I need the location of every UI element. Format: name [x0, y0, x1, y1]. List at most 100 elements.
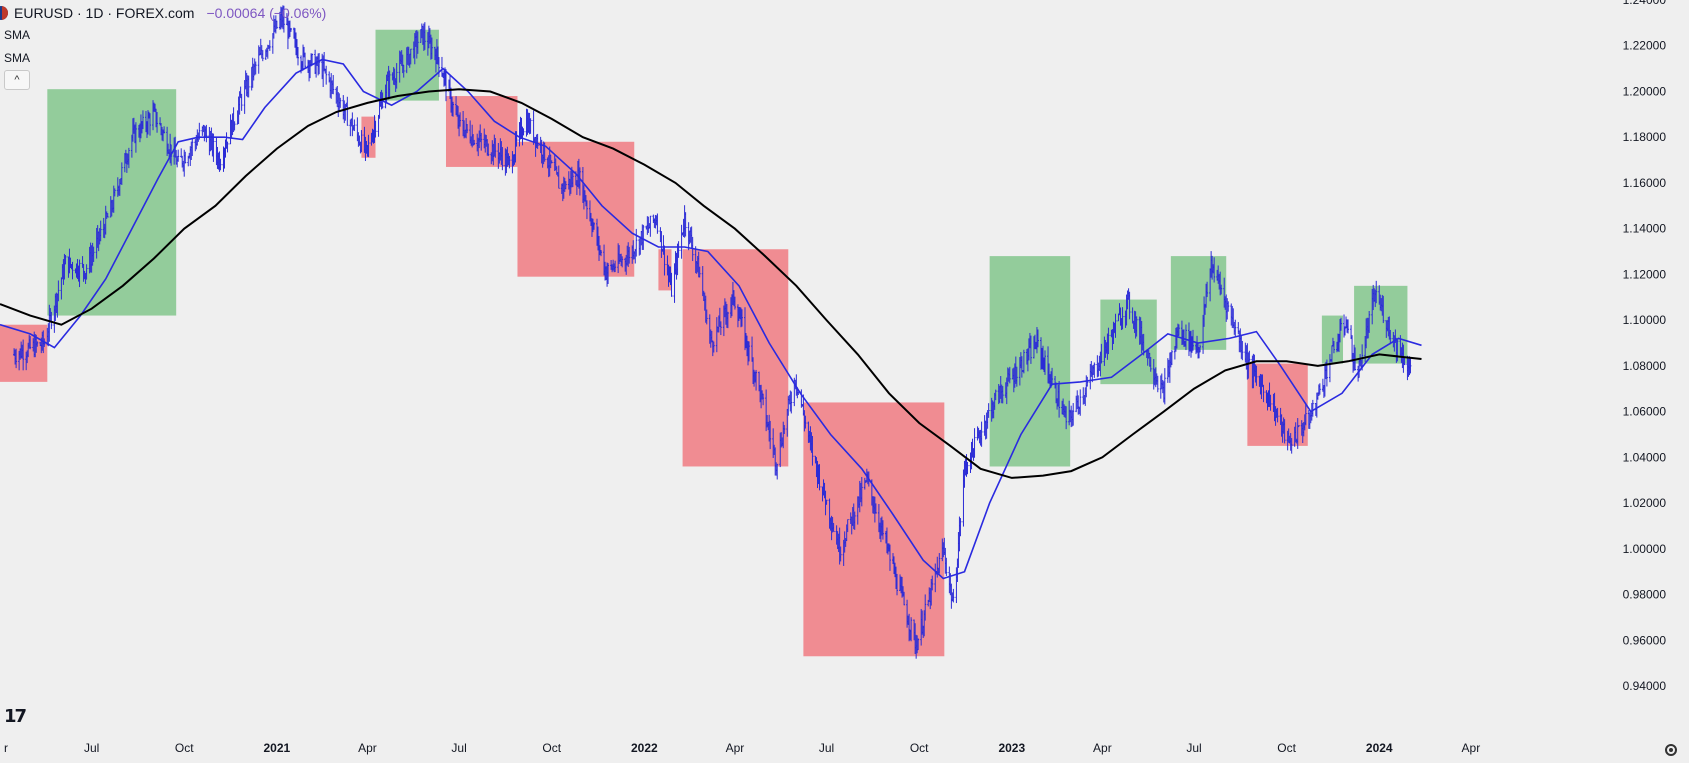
candle — [994, 389, 997, 401]
candle — [1044, 350, 1047, 375]
candle — [473, 139, 476, 146]
downtrend-box — [682, 249, 789, 467]
candle — [1072, 403, 1075, 426]
candle — [980, 421, 983, 447]
price-tick-label: 0.98000 — [1623, 588, 1667, 602]
candle — [120, 162, 123, 185]
candle — [1318, 383, 1321, 395]
candle — [92, 246, 95, 262]
settings-gear-icon[interactable] — [1665, 744, 1677, 756]
time-tick-label: 2024 — [1366, 741, 1393, 755]
candle — [705, 309, 708, 325]
trend-boxes — [0, 29, 1408, 657]
candle — [459, 112, 462, 127]
candle — [367, 134, 370, 158]
candle — [1269, 394, 1272, 411]
candle — [1396, 339, 1399, 362]
candle — [325, 65, 328, 85]
eurusd-flag-icon — [0, 6, 8, 20]
time-tick-label: Apr — [1462, 741, 1481, 755]
candle — [515, 131, 518, 147]
candle — [557, 165, 560, 189]
candle — [332, 75, 335, 95]
tradingview-logo[interactable]: 17 — [4, 706, 27, 727]
candle — [1093, 362, 1096, 378]
candle — [1121, 307, 1124, 330]
candle — [15, 348, 18, 369]
candle — [163, 126, 166, 134]
candle — [1227, 301, 1230, 312]
candle — [388, 70, 391, 99]
candle — [1213, 257, 1216, 283]
candle — [1262, 384, 1265, 403]
candle — [966, 461, 969, 475]
candle — [783, 425, 786, 435]
candle — [1177, 324, 1180, 336]
candle — [1199, 344, 1202, 353]
candle — [1184, 324, 1187, 351]
candle — [600, 249, 603, 257]
uptrend-box — [1321, 315, 1344, 364]
candle — [910, 617, 913, 642]
candle — [1192, 329, 1195, 351]
candle — [1107, 327, 1110, 355]
candle — [212, 133, 215, 162]
price-tick-label: 1.00000 — [1623, 542, 1667, 556]
time-tick-label: Jul — [819, 741, 834, 755]
candle — [903, 591, 906, 606]
price-axis[interactable]: 1.24000 1.22000 1.20000 1.18000 1.16000 1.140… — [1623, 0, 1667, 693]
candle — [78, 259, 81, 288]
price-tick-label: 1.18000 — [1623, 130, 1667, 144]
candle — [811, 435, 814, 466]
candle — [437, 57, 440, 78]
candle — [1015, 366, 1018, 387]
candle — [1079, 389, 1082, 416]
candle — [881, 520, 884, 540]
candle — [50, 311, 53, 330]
candle — [240, 93, 243, 111]
candle — [776, 463, 779, 480]
symbol-title[interactable]: EURUSD · 1D · FOREX.com — [14, 5, 195, 21]
indicator-sma-fast[interactable]: SMA — [4, 28, 31, 42]
price-change: −0.00064 (−0.06%) — [206, 5, 327, 21]
downtrend-box — [0, 324, 48, 382]
candle — [141, 110, 144, 130]
candle — [1100, 343, 1103, 364]
candle — [1255, 365, 1258, 386]
candle — [346, 96, 349, 126]
candle — [1114, 313, 1117, 338]
candle — [226, 141, 229, 153]
candle — [1135, 316, 1138, 337]
candle — [607, 263, 610, 284]
candle — [1347, 319, 1350, 334]
candle — [106, 213, 109, 218]
candle — [85, 264, 88, 280]
price-tick-label: 1.06000 — [1623, 405, 1667, 419]
candle — [1290, 438, 1293, 454]
candle — [1086, 376, 1089, 387]
symbol-row[interactable]: EURUSD · 1D · FOREX.com −0.00064 (−0.06%… — [0, 4, 326, 22]
candle — [649, 215, 652, 237]
candle — [466, 124, 469, 134]
candle — [233, 121, 236, 131]
candle — [360, 130, 363, 153]
candle — [1304, 402, 1307, 426]
sma-slow-line — [0, 88, 1422, 479]
candle — [790, 391, 793, 414]
candle — [282, 5, 285, 33]
indicator-sma-slow[interactable]: SMA — [4, 51, 31, 65]
candle — [508, 155, 511, 169]
candle — [748, 341, 751, 362]
candle — [642, 224, 645, 250]
time-axis[interactable]: r Jul Oct 2021 Apr Jul Oct 2022 Apr Jul Oct 2023 Apr… — [4, 741, 1480, 755]
candle — [494, 138, 497, 158]
candle — [924, 594, 927, 621]
collapse-legend-button[interactable]: ^ — [4, 70, 30, 90]
candle — [680, 224, 683, 259]
downtrend-box — [517, 141, 635, 277]
candle — [1409, 357, 1412, 374]
candle — [1220, 284, 1223, 295]
candle — [677, 241, 680, 258]
candle — [825, 499, 828, 505]
